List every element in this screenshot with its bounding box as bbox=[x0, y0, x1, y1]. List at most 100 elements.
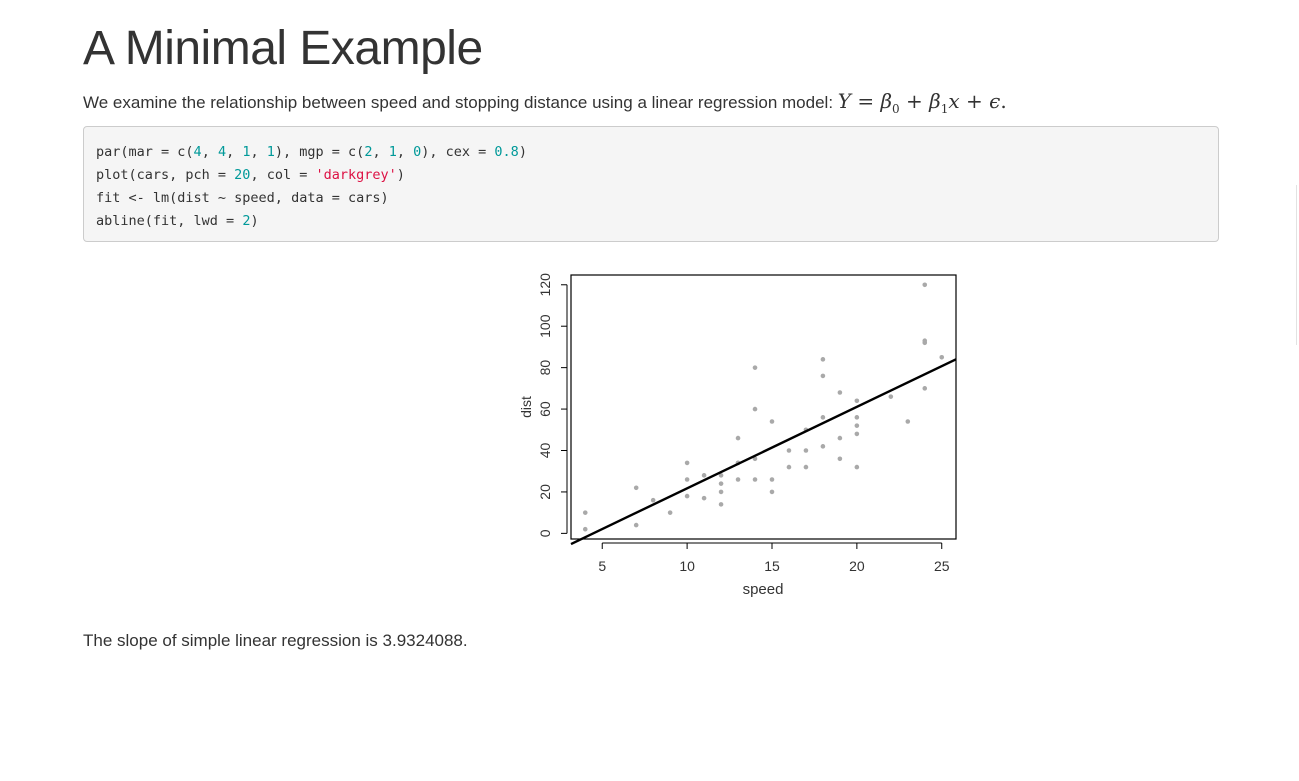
formula-plus2: + bbox=[959, 89, 990, 113]
data-point bbox=[854, 431, 860, 437]
data-point bbox=[939, 354, 945, 360]
code-number: 1 bbox=[266, 144, 275, 160]
code-number: 20 bbox=[234, 167, 251, 183]
y-tick-label: 100 bbox=[537, 314, 553, 338]
code-text: , bbox=[250, 144, 267, 160]
data-point bbox=[803, 448, 809, 453]
y-tick-label: 40 bbox=[537, 443, 553, 459]
data-point bbox=[888, 394, 894, 399]
data-point bbox=[769, 489, 775, 495]
y-tick-label: 60 bbox=[537, 401, 553, 417]
data-point bbox=[786, 448, 792, 453]
scrollbar-edge bbox=[1296, 185, 1299, 345]
data-point bbox=[752, 456, 758, 462]
data-point bbox=[735, 477, 741, 482]
regression-formula: Y = β0 + β1x + ϵ. bbox=[837, 89, 1007, 116]
code-number: 1 bbox=[388, 144, 397, 160]
code-string: 'darkgrey' bbox=[315, 167, 397, 183]
code-number: 0 bbox=[413, 144, 422, 160]
data-point bbox=[718, 481, 724, 486]
formula-y: Y bbox=[837, 89, 851, 113]
data-point bbox=[633, 522, 639, 528]
formula-epsilon: ϵ bbox=[989, 89, 1001, 113]
x-axis-label: speed bbox=[743, 581, 784, 598]
data-point bbox=[752, 477, 758, 482]
formula-x: x bbox=[948, 89, 960, 113]
data-point bbox=[905, 419, 911, 424]
x-tick-label: 5 bbox=[598, 558, 606, 574]
page-title: A Minimal Example bbox=[83, 22, 483, 75]
code-line: abline(fit, lwd = 2) bbox=[96, 210, 1206, 233]
intro-text: We examine the relationship between spee… bbox=[83, 93, 838, 112]
conclusion-text: The slope of simple linear regression is… bbox=[83, 631, 468, 650]
data-point bbox=[718, 502, 724, 507]
y-tick-label: 120 bbox=[537, 273, 553, 297]
data-point bbox=[582, 526, 588, 532]
data-point bbox=[837, 456, 843, 462]
data-point bbox=[582, 510, 588, 515]
code-number: 1 bbox=[242, 144, 251, 160]
code-line: fit <- lm(dist ~ speed, data = cars) bbox=[96, 187, 1206, 210]
regression-line bbox=[570, 358, 957, 546]
data-point bbox=[786, 464, 792, 470]
formula-plus1: + bbox=[899, 89, 930, 113]
data-point bbox=[854, 398, 860, 404]
intro-paragraph: We examine the relationship between spee… bbox=[83, 90, 1007, 120]
data-point bbox=[701, 495, 707, 501]
code-text: ) bbox=[518, 144, 527, 160]
data-point bbox=[803, 464, 809, 470]
formula-sub1: 1 bbox=[940, 102, 949, 116]
data-point bbox=[684, 477, 690, 482]
x-tick-label: 15 bbox=[764, 558, 780, 574]
formula-beta1: β bbox=[929, 89, 941, 113]
data-point bbox=[820, 357, 826, 362]
code-text: , col = bbox=[250, 167, 316, 183]
code-text: , bbox=[396, 144, 414, 160]
x-tick-label: 10 bbox=[679, 558, 695, 574]
data-point bbox=[718, 489, 724, 495]
data-point bbox=[854, 423, 860, 428]
data-points bbox=[582, 282, 945, 532]
code-line: plot(cars, pch = 20, col = 'darkgrey') bbox=[96, 164, 1206, 187]
formula-period: . bbox=[1000, 89, 1007, 113]
y-axis-label: dist bbox=[518, 396, 534, 418]
code-text: plot(cars, pch = bbox=[96, 167, 235, 183]
data-point bbox=[684, 493, 690, 499]
code-text: ) bbox=[396, 167, 405, 183]
data-point bbox=[701, 473, 707, 478]
formula-equals: = bbox=[850, 89, 881, 113]
data-point bbox=[820, 444, 826, 449]
data-point bbox=[820, 415, 826, 420]
data-point bbox=[650, 497, 656, 503]
formula-beta0: β bbox=[880, 89, 893, 113]
code-text: , bbox=[201, 144, 218, 160]
code-block: par(mar = c(4, 4, 1, 1), mgp = c(2, 1, 0… bbox=[83, 126, 1219, 242]
code-text: ) bbox=[250, 213, 259, 229]
code-number: 0.8 bbox=[494, 144, 519, 160]
data-point bbox=[837, 435, 843, 441]
data-point bbox=[684, 460, 690, 466]
data-point bbox=[922, 386, 928, 391]
data-point bbox=[922, 338, 928, 344]
data-point bbox=[922, 282, 928, 288]
data-point bbox=[735, 435, 741, 441]
code-text: abline(fit, lwd = bbox=[96, 213, 243, 229]
scatter-plot: 5 10 15 20 25 0 20 40 60 80 100 120 speed dist bbox=[518, 273, 957, 598]
data-point bbox=[718, 473, 724, 478]
data-point bbox=[769, 477, 775, 482]
plot-frame bbox=[570, 274, 957, 540]
code-text: , bbox=[372, 144, 389, 160]
data-point bbox=[837, 390, 843, 395]
data-point bbox=[752, 365, 758, 370]
data-point bbox=[667, 510, 673, 515]
data-point bbox=[752, 406, 758, 412]
code-text: ), mgp = c( bbox=[274, 144, 365, 160]
data-point bbox=[854, 415, 860, 420]
code-line: par(mar = c(4, 4, 1, 1), mgp = c(2, 1, 0… bbox=[96, 141, 1206, 164]
code-text: fit <- lm(dist ~ speed, data = cars) bbox=[96, 190, 389, 206]
y-axis: 0 20 40 60 80 100 120 bbox=[537, 273, 568, 537]
y-tick-label: 0 bbox=[537, 529, 553, 537]
code-text: ), cex = bbox=[421, 144, 495, 160]
x-tick-label: 25 bbox=[934, 558, 950, 574]
data-point bbox=[769, 419, 775, 424]
